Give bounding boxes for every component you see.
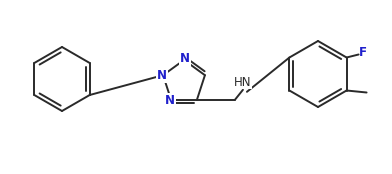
- Text: HN: HN: [234, 76, 252, 89]
- Text: N: N: [157, 69, 167, 82]
- Text: F: F: [359, 46, 367, 59]
- Text: N: N: [180, 53, 190, 65]
- Text: N: N: [165, 94, 175, 107]
